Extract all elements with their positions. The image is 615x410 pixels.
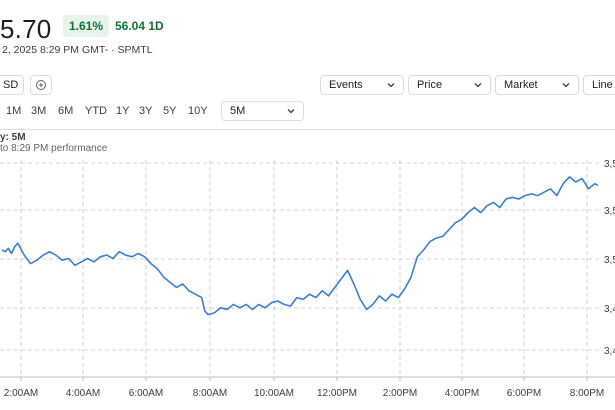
range-3m[interactable]: 3M xyxy=(31,105,47,117)
range-ytd[interactable]: YTD xyxy=(85,105,107,117)
range-5y[interactable]: 5Y xyxy=(163,105,177,117)
quote-timestamp: 2, 2025 8:29 PM GMT- · SPMTL xyxy=(2,44,153,56)
chevron-down-icon xyxy=(387,83,395,88)
price-chart[interactable]: 2:00AM 4:00AM 6:00AM 8:00AM 10:00AM 12:00PM 2:… xyxy=(0,155,615,410)
y-tick-label: 3,5 xyxy=(604,206,615,217)
day-change: 56.04 1D xyxy=(115,19,164,33)
x-tick-label: 12:00PM xyxy=(317,388,357,399)
price-line xyxy=(1,176,599,316)
percent-change-badge: 1.61% xyxy=(63,15,109,37)
events-dropdown-label: Events xyxy=(329,79,363,91)
chevron-down-icon xyxy=(474,83,482,88)
y-tick-label: 3,4 xyxy=(604,346,615,357)
y-tick-label: 3,5 xyxy=(604,255,615,266)
range-3y[interactable]: 3Y xyxy=(139,105,153,117)
chart-ticks: 2:00AM 4:00AM 6:00AM 8:00AM 10:00AM 12:00PM 2:… xyxy=(4,159,615,399)
range-6m[interactable]: 6M xyxy=(58,105,74,117)
chart-type-dropdown[interactable]: Line xyxy=(583,75,615,95)
x-tick-label: 6:00PM xyxy=(507,388,541,399)
x-tick-label: 10:00AM xyxy=(254,388,294,399)
x-tick-label: 4:00PM xyxy=(445,388,479,399)
currency-label: SD xyxy=(3,79,19,91)
price-dropdown-label: Price xyxy=(417,79,443,91)
range-10y[interactable]: 10Y xyxy=(188,105,208,117)
x-tick-label: 2:00PM xyxy=(383,388,417,399)
y-tick-label: 3,5 xyxy=(604,159,615,170)
events-dropdown[interactable]: Events xyxy=(320,75,404,95)
chart-title: y: 5M xyxy=(0,132,26,143)
x-tick-label: 8:00PM xyxy=(570,388,604,399)
x-tick-label: 6:00AM xyxy=(129,388,163,399)
chart-grid xyxy=(0,160,615,378)
chart-type-dropdown-label: Line xyxy=(592,79,613,91)
section-divider xyxy=(0,129,615,130)
y-tick-label: 3,4 xyxy=(604,304,615,315)
plus-circle-icon xyxy=(36,80,46,90)
x-tick-label: 4:00AM xyxy=(66,388,100,399)
market-dropdown[interactable]: Market xyxy=(495,75,579,95)
price-dropdown[interactable]: Price xyxy=(408,75,491,95)
market-dropdown-label: Market xyxy=(504,79,538,91)
currency-select[interactable]: SD xyxy=(0,75,24,95)
compare-button[interactable] xyxy=(30,75,52,95)
interval-dropdown-label: 5M xyxy=(230,105,246,117)
x-tick-label: 2:00AM xyxy=(4,388,38,399)
chevron-down-icon xyxy=(562,83,570,88)
chart-subtitle: to 8:29 PM performance xyxy=(0,143,108,154)
x-tick-label: 8:00AM xyxy=(193,388,227,399)
chevron-down-icon xyxy=(287,109,295,114)
interval-dropdown[interactable]: 5M xyxy=(221,101,304,121)
range-1y[interactable]: 1Y xyxy=(116,105,130,117)
current-price: 5.70 xyxy=(0,14,52,44)
range-1m[interactable]: 1M xyxy=(6,105,22,117)
